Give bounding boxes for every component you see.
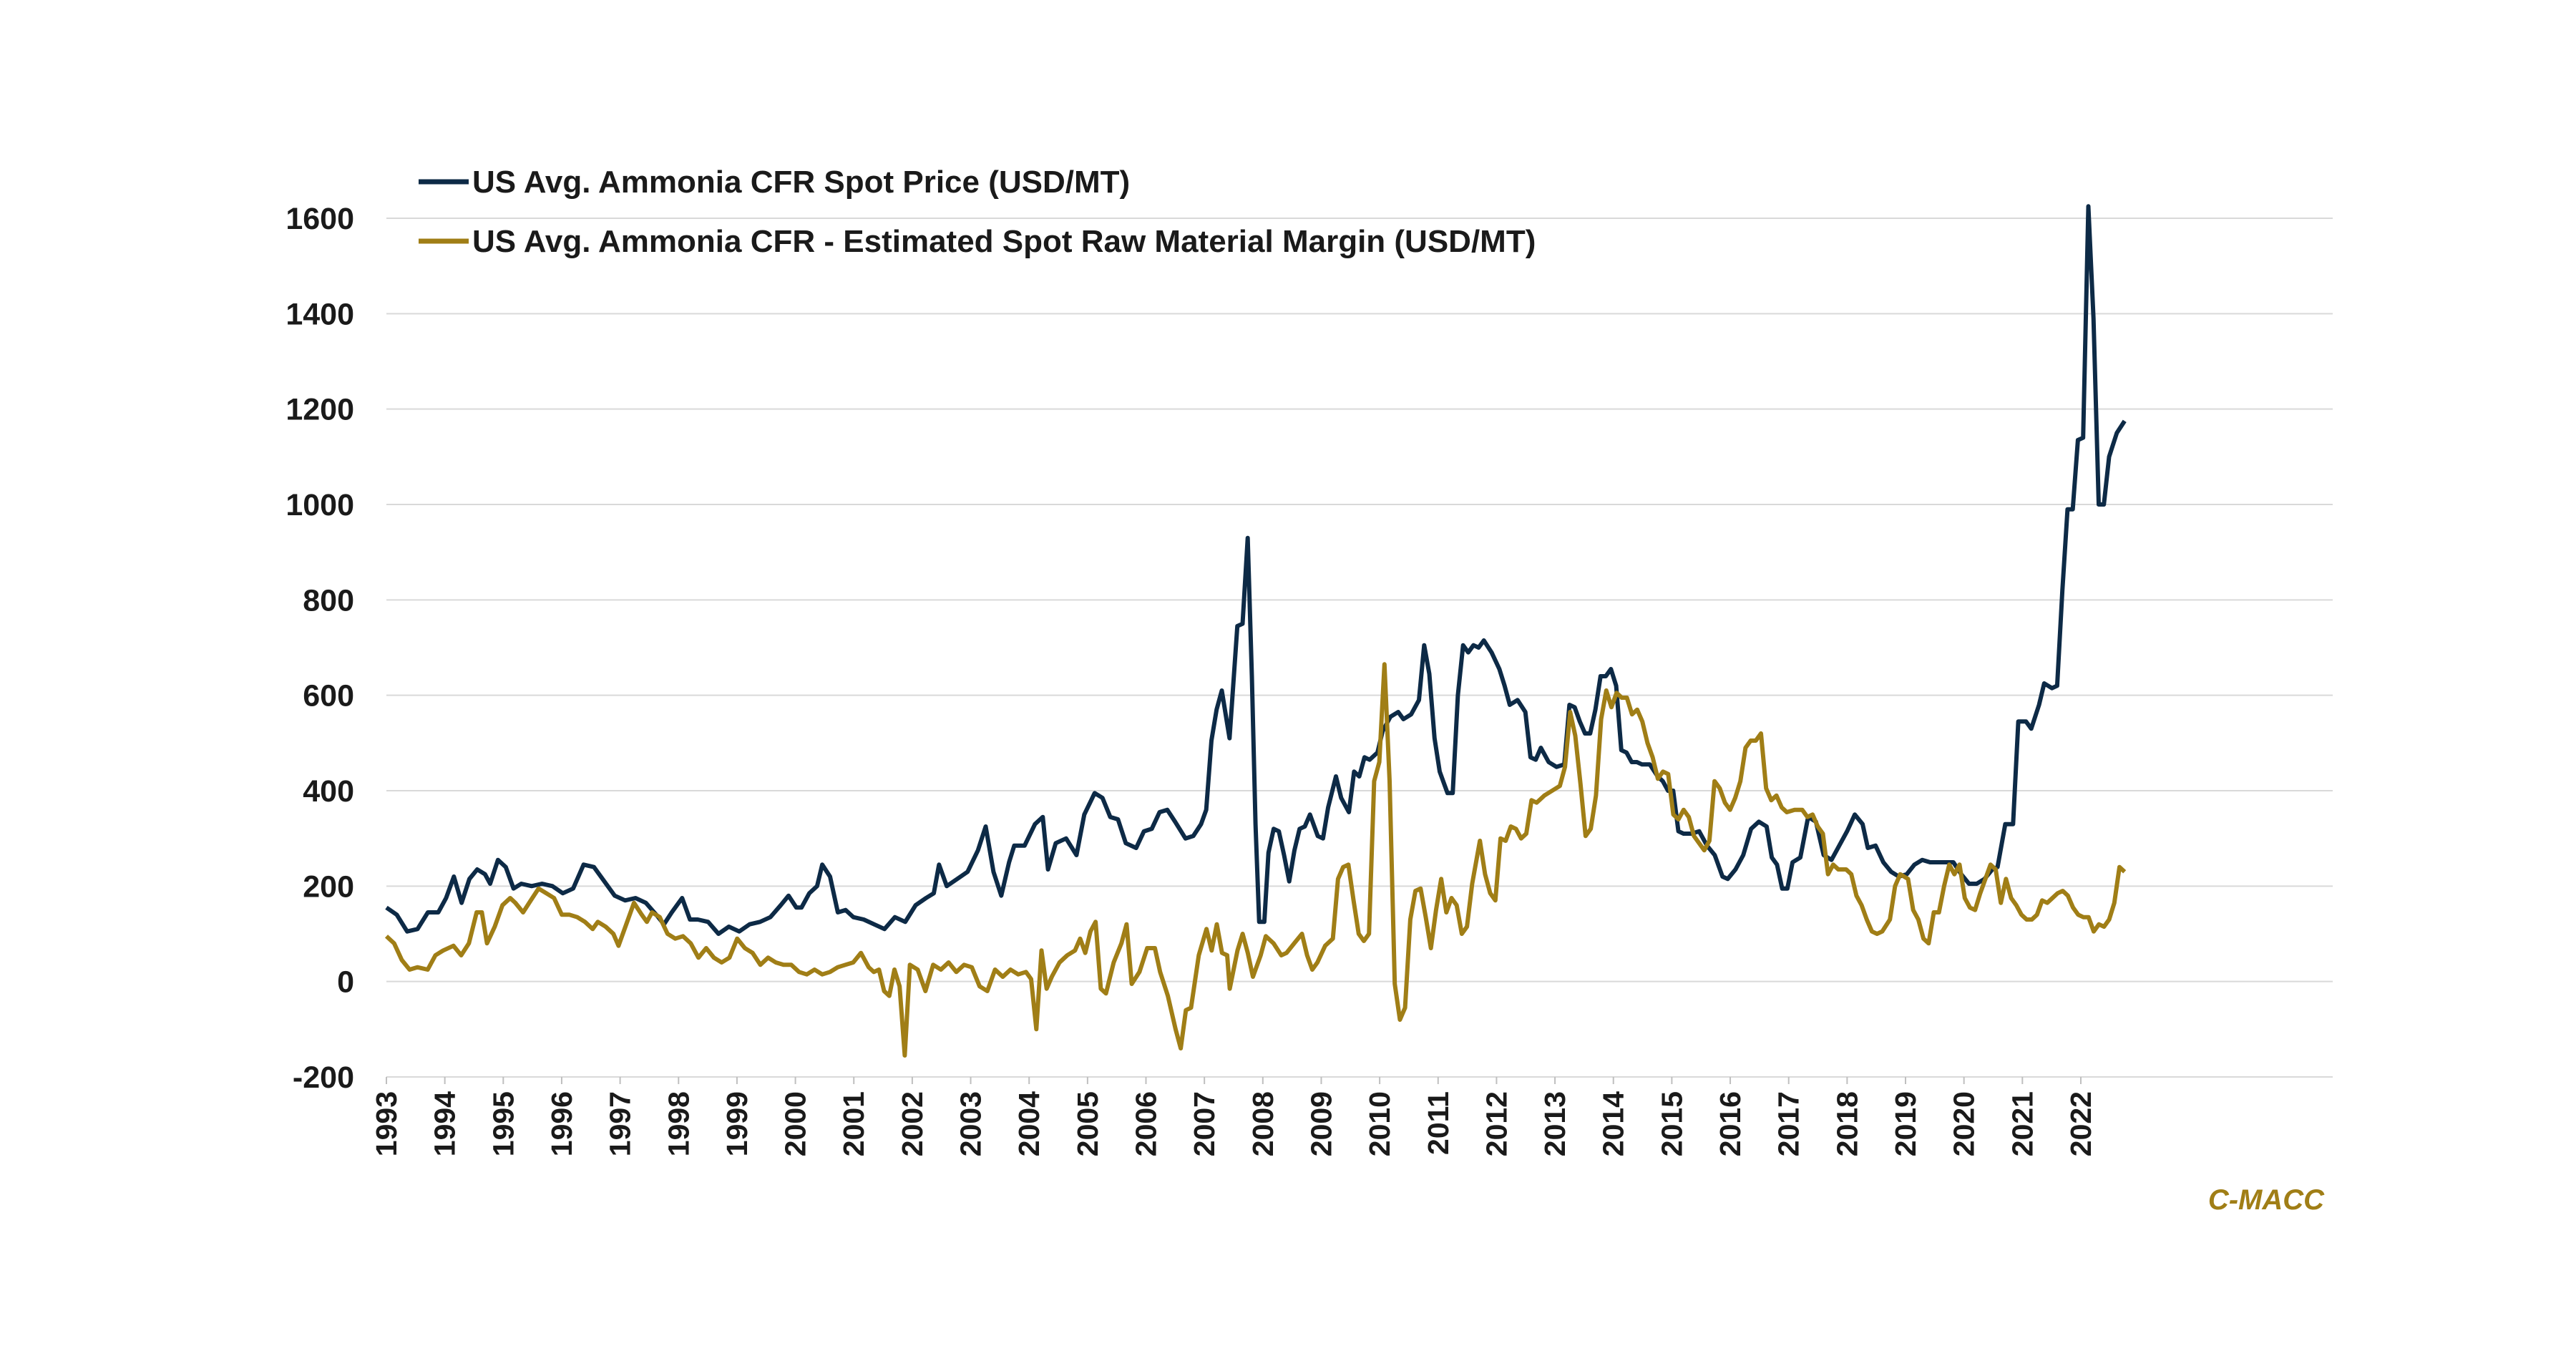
- x-tick-label: 1993: [370, 1091, 403, 1156]
- x-tick-label: 2017: [1772, 1091, 1805, 1156]
- x-tick-label: 2001: [837, 1091, 870, 1156]
- x-tick-label: 1994: [429, 1091, 462, 1156]
- legend-label-price: US Avg. Ammonia CFR Spot Price (USD/MT): [472, 165, 1130, 200]
- x-tick-label: 2002: [896, 1091, 929, 1156]
- x-tick-label: 2000: [779, 1091, 812, 1156]
- x-tick-label: 2005: [1071, 1091, 1104, 1156]
- series-lines: [384, 204, 2127, 1058]
- legend-label-margin: US Avg. Ammonia CFR - Estimated Spot Raw…: [472, 224, 1536, 259]
- x-tick-label: 2021: [2006, 1091, 2039, 1156]
- series-line-spot-price: [385, 204, 2127, 936]
- y-tick-label: 400: [303, 774, 354, 809]
- x-tick-label: 2007: [1188, 1091, 1221, 1156]
- y-tick-label: 1400: [286, 297, 354, 331]
- y-tick-label: 1600: [286, 202, 354, 236]
- x-tick-label: 1998: [662, 1091, 695, 1156]
- x-tick-label: 2011: [1422, 1091, 1455, 1155]
- y-tick-label: 600: [303, 679, 354, 713]
- x-tick-label: 2009: [1304, 1091, 1337, 1156]
- x-tick-label: 1997: [604, 1091, 637, 1156]
- y-tick-label: 1000: [286, 488, 354, 522]
- x-tick-label: 2004: [1013, 1091, 1045, 1156]
- y-tick-label: 200: [303, 869, 354, 904]
- x-tick-label: 2015: [1655, 1091, 1688, 1156]
- y-tick-label: -200: [293, 1060, 354, 1095]
- x-tick-label: 2022: [2064, 1091, 2097, 1156]
- x-tick-label: 1999: [721, 1091, 753, 1156]
- series-line-raw-material-margin: [384, 662, 2127, 1058]
- x-tick-label: 2010: [1363, 1091, 1396, 1156]
- x-tick-label: 2012: [1480, 1091, 1513, 1156]
- legend: US Avg. Ammonia CFR Spot Price (USD/MT) …: [419, 165, 1536, 259]
- x-tick-label: 2014: [1597, 1091, 1630, 1156]
- x-axis-ticks: 1993 1994 1995 1996 1997 1998 1999 2000 2001 2002…: [370, 1077, 2097, 1156]
- gridlines: [386, 218, 2333, 1078]
- x-tick-label: 2019: [1889, 1091, 1922, 1156]
- x-tick-label: 1995: [487, 1091, 519, 1156]
- y-tick-label: 1200: [286, 393, 354, 427]
- x-tick-label: 2003: [955, 1091, 987, 1156]
- x-tick-label: 2016: [1714, 1091, 1747, 1156]
- x-tick-label: 2018: [1830, 1091, 1863, 1156]
- x-tick-label: 2013: [1538, 1091, 1571, 1156]
- y-axis-ticks: -200 0 200 400 600 800 1000 1200 1400 1600: [286, 202, 354, 1095]
- x-tick-label: 2008: [1246, 1091, 1279, 1156]
- x-tick-label: 2006: [1130, 1091, 1163, 1156]
- y-tick-label: 800: [303, 583, 354, 618]
- x-tick-label: 2020: [1948, 1091, 1981, 1156]
- x-tick-label: 1996: [545, 1091, 578, 1156]
- y-tick-label: 0: [337, 965, 354, 1000]
- source-label: C-MACC: [2208, 1184, 2325, 1216]
